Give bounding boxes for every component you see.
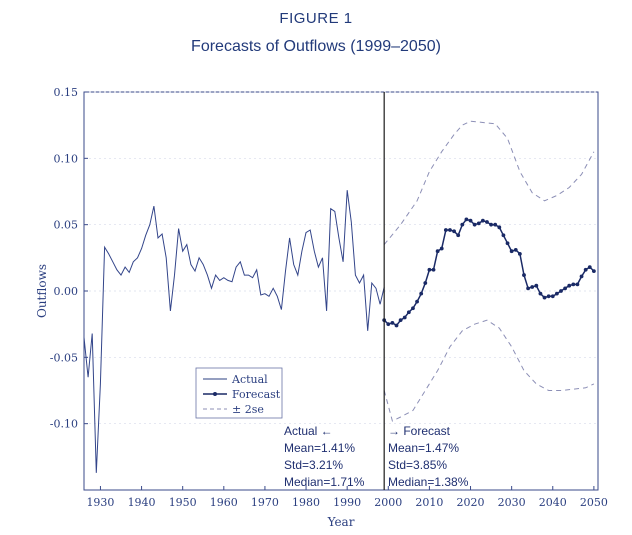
series-line-3	[383, 319, 595, 422]
x-axis-label: Year	[327, 515, 355, 529]
x-tick-label: 1950	[169, 496, 197, 509]
legend-2se-label: ± 2se	[232, 403, 264, 416]
forecast-point	[571, 282, 576, 287]
x-tick-label: 1960	[210, 496, 238, 509]
x-tick-label: 2030	[498, 496, 526, 509]
forecast-point	[411, 306, 415, 311]
y-axis-label: Outflows	[35, 264, 49, 318]
x-tick-label: 1940	[128, 496, 156, 509]
series-line-2	[383, 120, 595, 245]
forecast-point	[415, 299, 419, 304]
forecast-point	[505, 241, 510, 246]
forecast-point	[542, 295, 547, 300]
stats-forecast-heading: → Forecast	[388, 424, 451, 438]
stats-actual-heading: Actual ←	[284, 424, 333, 438]
x-tick-label: 2010	[415, 496, 443, 509]
x-tick-label: 1970	[251, 496, 279, 509]
forecast-point	[472, 222, 477, 227]
forecast-point	[431, 267, 436, 272]
forecast-point	[559, 289, 563, 293]
forecast-point	[579, 274, 584, 279]
forecast-point	[419, 291, 424, 296]
forecast-point	[460, 222, 465, 227]
forecast-point	[435, 249, 440, 254]
forecast-point	[546, 294, 551, 299]
y-tick-label: 0.00	[54, 285, 79, 298]
forecast-point	[443, 228, 448, 232]
forecast-point	[423, 281, 428, 285]
forecast-point	[448, 228, 452, 232]
forecast-point	[464, 217, 469, 222]
forecast-point	[501, 233, 506, 238]
forecast-point	[406, 310, 411, 315]
forecast-point	[538, 291, 543, 296]
series-line-0	[83, 190, 385, 473]
y-tick-label: -0.05	[50, 351, 78, 364]
forecast-point	[398, 318, 403, 323]
forecast-point	[497, 225, 502, 230]
forecast-point	[575, 282, 580, 287]
forecast-point	[485, 220, 489, 224]
x-tick-label: 1930	[86, 496, 114, 509]
x-tick-label: 2040	[539, 496, 567, 509]
forecast-point	[530, 285, 535, 289]
forecast-point	[534, 283, 539, 288]
stats-forecast: → Forecast Mean=1.47% Std=3.85% Median=1…	[388, 424, 469, 489]
stats-actual-median: Median=1.71%	[284, 475, 365, 489]
y-tick-label: -0.10	[50, 418, 78, 431]
legend-box	[195, 367, 283, 419]
stats-actual: Actual ← Mean=1.41% Std=3.21% Median=1.7…	[284, 424, 365, 489]
forecast-point	[567, 283, 572, 288]
chart-title: Forecasts of Outflows (1999–2050)	[191, 38, 441, 55]
forecast-point	[550, 294, 555, 299]
forecast-point	[452, 229, 456, 234]
axis-ticks: 0.15 0.10 0.05 0.00 -0.05 -0.10 1930 1940 1950 19…	[50, 86, 608, 509]
forecast-point	[554, 291, 559, 296]
legend-actual-label: Actual	[231, 373, 268, 386]
x-tick-label: 2000	[374, 496, 402, 509]
forecast-point	[390, 320, 395, 325]
figure-label: FIGURE 1	[279, 10, 353, 27]
forecast-point	[489, 222, 493, 227]
forecast-point	[386, 322, 391, 327]
stats-forecast-median: Median=1.38%	[388, 475, 469, 489]
forecast-point	[517, 251, 522, 256]
x-tick-label: 1990	[333, 496, 361, 509]
legend: Actual Forecast ± 2se	[195, 367, 283, 419]
forecast-point	[427, 267, 432, 272]
x-tick-label: 2020	[457, 496, 485, 509]
legend-forecast-marker	[213, 392, 217, 396]
stats-forecast-mean: Mean=1.47%	[388, 441, 459, 455]
forecast-point	[583, 267, 588, 272]
y-tick-label: 0.05	[54, 219, 79, 232]
grid-lines	[84, 91, 598, 425]
forecast-point	[509, 249, 514, 254]
forecast-point	[476, 221, 481, 226]
x-tick-label: 1980	[292, 496, 320, 509]
y-tick-label: 0.15	[54, 86, 79, 99]
forecast-point	[513, 247, 518, 252]
forecast-point	[439, 246, 444, 251]
forecast-point	[456, 233, 461, 238]
forecast-point	[394, 323, 399, 328]
stats-actual-std: Std=3.21%	[284, 458, 343, 472]
forecast-point	[563, 286, 568, 291]
x-tick-label: 2050	[580, 496, 608, 509]
legend-forecast-label: Forecast	[232, 388, 281, 401]
stats-actual-mean: Mean=1.41%	[284, 441, 355, 455]
forecast-point	[468, 218, 473, 223]
forecast-point	[480, 218, 485, 223]
forecast-point	[526, 286, 530, 291]
forecast-point	[522, 273, 526, 277]
stats-forecast-std: Std=3.85%	[388, 458, 447, 472]
forecast-point	[587, 265, 592, 270]
forecast-point	[493, 222, 498, 227]
series-line-1	[383, 218, 595, 327]
forecast-point	[591, 269, 596, 273]
forecast-point	[402, 315, 407, 320]
y-tick-label: 0.10	[54, 152, 79, 165]
series-group	[83, 120, 596, 473]
